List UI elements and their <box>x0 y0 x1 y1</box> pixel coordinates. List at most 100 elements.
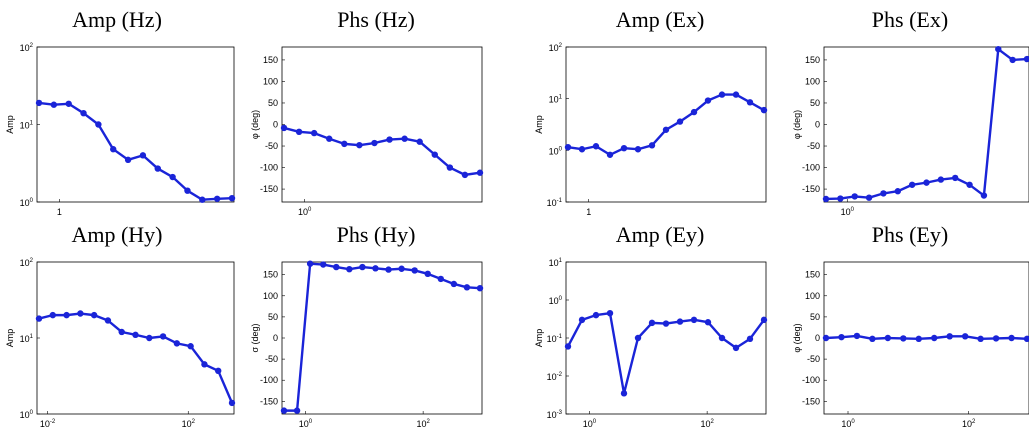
plot-area <box>823 46 1029 203</box>
y-axis-label: σ (deg) <box>250 323 260 352</box>
y-axis-label: Amp <box>534 329 544 348</box>
data-point <box>966 181 973 188</box>
data-point <box>760 106 768 114</box>
chart-panel: Phs (Ey) 150 100 50 0 -50 -100 -150 φ (deg) 100 10… <box>792 222 1029 429</box>
data-point <box>865 194 873 201</box>
plot-area <box>281 261 483 415</box>
y-tick-label: 150 <box>263 55 278 65</box>
data-point <box>634 146 642 153</box>
data-point <box>476 169 484 176</box>
data-point <box>35 315 43 322</box>
y-tick-label: -100 <box>802 163 820 173</box>
data-point <box>401 135 408 142</box>
data-point <box>293 407 301 414</box>
data-point <box>416 138 423 145</box>
data-point <box>385 266 392 273</box>
chart-panel: Amp (Ex) 10-1 100 101 102 Amp 1 <box>534 7 768 217</box>
x-tick-label: 100 <box>841 419 855 429</box>
data-point <box>280 124 288 132</box>
x-tick-label: 10-2 <box>40 419 56 429</box>
x-tick-label: 1 <box>586 207 591 217</box>
data-point <box>437 275 444 283</box>
data-point <box>908 181 916 188</box>
data-point <box>35 99 43 107</box>
data-point <box>977 335 984 343</box>
data-point <box>63 311 70 319</box>
data-point <box>424 270 431 278</box>
y-axis-label: φ (deg) <box>792 110 802 139</box>
data-point <box>884 334 892 342</box>
data-point <box>746 335 754 343</box>
data-point <box>90 311 98 319</box>
y-tick-label: 0 <box>273 333 278 343</box>
data-point <box>118 328 125 336</box>
data-point <box>1023 335 1029 343</box>
y-tick-label: -50 <box>807 354 820 364</box>
data-point <box>1023 55 1029 63</box>
data-point <box>838 333 845 341</box>
chart-title: Phs (Ex) <box>872 7 948 32</box>
data-point <box>476 284 484 292</box>
data-point <box>894 188 901 195</box>
data-point <box>461 171 469 179</box>
data-point <box>853 332 861 340</box>
data-point <box>732 91 740 98</box>
x-tick-label: 102 <box>182 419 196 429</box>
data-point <box>606 309 614 317</box>
plot-area <box>281 46 483 203</box>
data-point <box>704 319 712 326</box>
y-tick-label: -150 <box>260 396 278 406</box>
x-tick-label: 102 <box>700 419 714 429</box>
data-point <box>159 333 167 340</box>
chart-panel: Amp (Ey) 10-3 10-2 10-1 100 101 Amp 100 102 <box>534 222 768 429</box>
data-point <box>213 195 221 202</box>
data-point <box>1009 56 1016 64</box>
y-tick-label: 101 <box>549 95 563 105</box>
y-tick-label: 100 <box>549 146 563 156</box>
data-point <box>718 91 726 98</box>
data-point <box>398 265 405 272</box>
data-point <box>662 126 670 133</box>
data-point <box>923 179 930 186</box>
chart-panel: Phs (Ex) 150 100 50 0 -50 -100 -150 φ (deg) 100 <box>792 7 1029 217</box>
data-point <box>187 343 194 350</box>
data-point <box>371 139 378 147</box>
data-point <box>295 128 303 136</box>
y-tick-label: 100 <box>549 296 563 306</box>
chart-panel: Phs (Hz) 150 100 50 0 -50 -100 -150 φ (deg) 100 <box>250 7 484 217</box>
x-tick-label: 100 <box>841 207 855 217</box>
y-tick-label: -100 <box>802 375 820 385</box>
data-point <box>199 196 206 203</box>
data-point <box>578 146 586 153</box>
y-tick-label: 100 <box>805 291 820 301</box>
data-point <box>760 316 768 324</box>
y-tick-label: 50 <box>810 98 820 108</box>
y-tick-label: -50 <box>265 354 278 364</box>
data-point <box>139 152 147 159</box>
data-point <box>564 343 572 350</box>
data-point <box>333 263 340 271</box>
x-tick-label: 102 <box>962 419 976 429</box>
chart-title: Phs (Ey) <box>872 222 948 247</box>
plot-area <box>565 261 767 415</box>
y-tick-label: 100 <box>20 198 34 208</box>
data-point <box>564 143 572 151</box>
y-axis-label: φ (deg) <box>250 110 260 139</box>
data-point <box>592 311 600 319</box>
y-tick-label: 50 <box>268 98 278 108</box>
y-tick-label: 150 <box>805 270 820 280</box>
data-point <box>446 164 454 171</box>
data-point <box>124 156 132 164</box>
data-point <box>946 333 953 340</box>
y-tick-label: 100 <box>263 291 278 301</box>
chart-title: Amp (Hy) <box>71 222 162 247</box>
y-tick-label: 10-3 <box>547 410 563 420</box>
y-tick-label: 100 <box>805 76 820 86</box>
y-tick-label: 101 <box>20 334 34 344</box>
y-tick-label: -100 <box>260 375 278 385</box>
data-point <box>356 141 363 149</box>
data-point <box>411 267 418 274</box>
y-tick-label: -150 <box>802 396 820 406</box>
data-point <box>915 335 922 343</box>
